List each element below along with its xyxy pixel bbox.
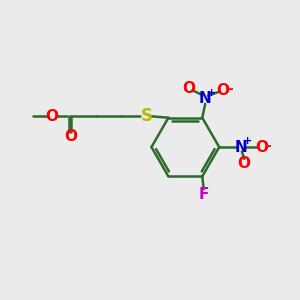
Text: O: O — [182, 81, 196, 96]
Text: +: + — [242, 136, 252, 146]
Text: O: O — [255, 140, 268, 154]
Text: N: N — [235, 140, 248, 154]
Text: N: N — [199, 91, 211, 106]
Text: O: O — [46, 109, 59, 124]
Text: S: S — [140, 107, 152, 125]
Text: +: + — [206, 88, 216, 98]
Text: F: F — [199, 187, 209, 202]
Text: -: - — [227, 82, 233, 96]
Text: O: O — [238, 156, 251, 171]
Text: O: O — [216, 83, 230, 98]
Text: O: O — [65, 129, 78, 144]
Text: -: - — [266, 139, 271, 153]
